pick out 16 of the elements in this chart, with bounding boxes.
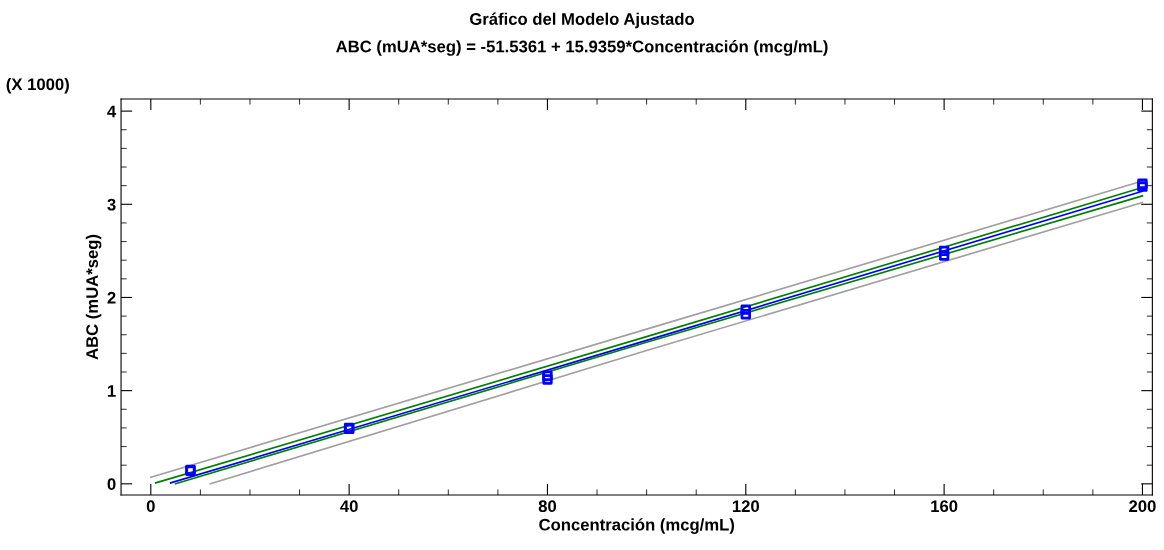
x-tick-label: 120 [732, 500, 760, 513]
x-tick-label: 160 [931, 500, 958, 513]
x-tick-label: 80 [538, 500, 557, 513]
chart-subtitle: ABC (mUA*seg) = -51.5361 + 15.9359*Concentración (mcg/mL) [336, 40, 828, 56]
y-tick-label: 2 [107, 291, 116, 304]
y-tick-label: 0 [107, 478, 116, 491]
x-tick-label: 200 [1129, 500, 1156, 513]
y-tick-label: 1 [107, 385, 116, 397]
y-tick-label: 3 [107, 198, 116, 211]
x-axis-title: Concentración (mcg/mL) [539, 518, 735, 534]
y-axis-title: ABC (mUA*seg) [85, 234, 102, 360]
chart-title: Gráfico del Modelo Ajustado [470, 12, 695, 29]
x-tick-label: 0 [146, 500, 155, 513]
y-tick-label: 4 [107, 105, 117, 118]
x-tick-label: 40 [340, 500, 358, 513]
text: (X 1000) [6, 77, 69, 94]
